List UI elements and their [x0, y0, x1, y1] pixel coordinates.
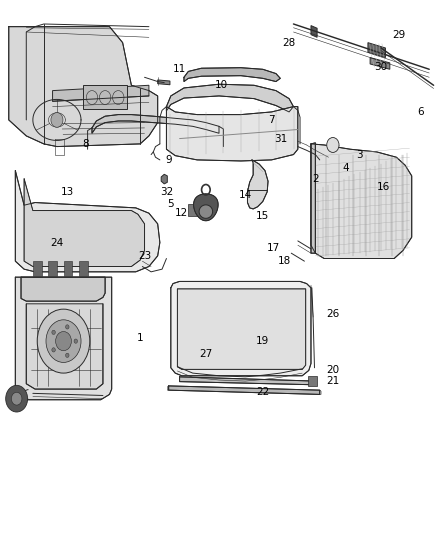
Text: 8: 8 — [82, 139, 89, 149]
Polygon shape — [15, 171, 160, 272]
Text: 27: 27 — [199, 350, 212, 359]
Text: 12: 12 — [175, 208, 188, 218]
Bar — [48, 261, 57, 276]
Polygon shape — [26, 304, 103, 389]
Text: 11: 11 — [173, 64, 186, 74]
Polygon shape — [83, 85, 127, 109]
Text: 22: 22 — [256, 387, 269, 397]
Text: 21: 21 — [326, 376, 339, 386]
Text: 24: 24 — [50, 238, 64, 247]
Circle shape — [11, 392, 22, 405]
Text: 29: 29 — [392, 30, 405, 39]
Polygon shape — [166, 107, 298, 161]
Polygon shape — [368, 43, 385, 58]
Polygon shape — [180, 377, 316, 385]
Polygon shape — [53, 85, 149, 101]
Polygon shape — [247, 160, 268, 209]
Bar — [33, 261, 42, 276]
Text: 1: 1 — [137, 334, 144, 343]
Circle shape — [327, 138, 339, 152]
Text: 15: 15 — [256, 211, 269, 221]
Polygon shape — [311, 143, 315, 253]
Polygon shape — [171, 281, 311, 376]
Text: 19: 19 — [256, 336, 269, 346]
Polygon shape — [166, 84, 293, 112]
Text: 7: 7 — [268, 115, 275, 125]
Circle shape — [66, 325, 69, 329]
Circle shape — [37, 309, 90, 373]
Text: 30: 30 — [374, 62, 388, 71]
Circle shape — [52, 330, 55, 335]
Polygon shape — [9, 27, 158, 147]
Text: 10: 10 — [215, 80, 228, 90]
Text: 32: 32 — [160, 187, 173, 197]
Text: 20: 20 — [326, 366, 339, 375]
Text: 13: 13 — [61, 187, 74, 197]
Polygon shape — [21, 277, 105, 301]
Polygon shape — [161, 174, 167, 184]
Bar — [79, 261, 88, 276]
Polygon shape — [158, 80, 170, 85]
Polygon shape — [370, 58, 390, 69]
Text: 23: 23 — [138, 251, 151, 261]
Circle shape — [56, 332, 71, 351]
Bar — [308, 376, 317, 386]
Text: 16: 16 — [377, 182, 390, 191]
Bar — [188, 204, 201, 216]
Circle shape — [74, 339, 78, 343]
Text: 17: 17 — [267, 243, 280, 253]
Polygon shape — [194, 194, 218, 221]
Text: 18: 18 — [278, 256, 291, 266]
Circle shape — [52, 348, 55, 352]
Text: 31: 31 — [274, 134, 287, 143]
Text: 28: 28 — [283, 38, 296, 47]
Polygon shape — [199, 205, 212, 219]
Circle shape — [66, 353, 69, 358]
Circle shape — [6, 385, 28, 412]
Text: 6: 6 — [417, 107, 424, 117]
Circle shape — [51, 112, 63, 127]
Bar — [64, 261, 72, 276]
Polygon shape — [15, 277, 112, 400]
Text: 2: 2 — [312, 174, 319, 183]
Text: 9: 9 — [165, 155, 172, 165]
Polygon shape — [177, 289, 306, 369]
Text: 14: 14 — [239, 190, 252, 199]
Polygon shape — [24, 179, 145, 266]
Polygon shape — [92, 115, 219, 133]
Text: 3: 3 — [356, 150, 363, 159]
Polygon shape — [184, 68, 280, 82]
Text: 26: 26 — [326, 310, 339, 319]
Polygon shape — [169, 386, 320, 394]
Polygon shape — [311, 26, 317, 37]
Polygon shape — [311, 144, 412, 259]
Circle shape — [46, 320, 81, 362]
Text: 4: 4 — [343, 163, 350, 173]
Text: 5: 5 — [167, 199, 174, 208]
